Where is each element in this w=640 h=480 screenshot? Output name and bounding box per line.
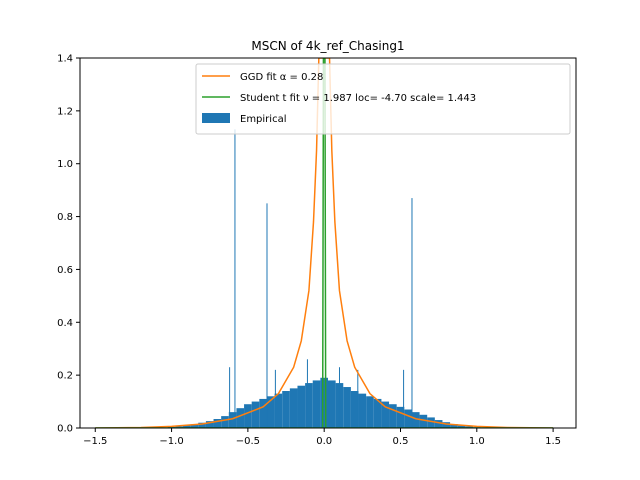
chart-title: MSCN of 4k_ref_Chasing1	[251, 39, 404, 53]
histogram-spike	[357, 369, 359, 428]
histogram-bar	[266, 396, 275, 428]
histogram-bar	[419, 414, 428, 428]
histogram-bar	[442, 422, 451, 428]
histogram-bar	[350, 391, 359, 428]
histogram-bar	[465, 426, 473, 428]
plot-area	[95, 58, 554, 428]
y-tick-label: 0.4	[57, 318, 73, 329]
y-tick-label: 1.4	[57, 54, 73, 65]
histogram-bar	[228, 412, 237, 428]
histogram-bar	[297, 385, 306, 428]
histogram-spike	[266, 203, 268, 428]
histogram-bar	[381, 401, 390, 428]
histogram-bars	[167, 129, 481, 428]
histogram-spike	[338, 367, 340, 428]
x-tick-label: −1.5	[83, 436, 107, 447]
y-axis: 0.0 0.2 0.4 0.6 0.8 1.0 1.2 1.4	[57, 54, 80, 435]
y-tick-label: 0.2	[57, 371, 73, 382]
histogram-bar	[221, 416, 229, 428]
histogram-spike	[234, 129, 236, 428]
histogram-bar	[274, 393, 283, 428]
y-tick-label: 0.0	[57, 424, 73, 435]
ggd-fit-line	[95, 58, 554, 428]
x-tick-label: −1.0	[159, 436, 183, 447]
x-axis: −1.5 −1.0 −0.5 0.0 0.5 1.0 1.5	[83, 428, 561, 447]
histogram-bar	[282, 391, 290, 428]
legend-label: GGD fit α = 0.28	[240, 72, 323, 83]
histogram-bar	[411, 412, 420, 428]
legend-patch-swatch	[202, 113, 230, 123]
x-tick-label: 0.0	[316, 436, 332, 447]
y-tick-label: 1.2	[57, 106, 73, 117]
x-tick-label: 1.0	[469, 436, 485, 447]
histogram-bar	[251, 401, 260, 428]
y-tick-label: 1.0	[57, 159, 73, 170]
histogram-bar	[373, 398, 382, 428]
fit-lines	[95, 58, 554, 428]
axes-frame	[79, 57, 577, 429]
histogram-bar	[236, 408, 245, 428]
histogram-spike	[274, 369, 276, 428]
histogram-spike	[306, 359, 308, 428]
y-tick-label: 0.8	[57, 212, 73, 223]
histogram-bar	[244, 404, 252, 428]
histogram-bar	[183, 425, 191, 428]
histogram-bar	[427, 417, 435, 428]
y-tick-label: 0.6	[57, 265, 73, 276]
histogram-bar	[434, 420, 443, 428]
histogram-bar	[289, 388, 298, 428]
legend: GGD fit α = 0.28 Student t fit ν = 1.987 …	[195, 63, 571, 135]
histogram-bar	[213, 419, 222, 428]
histogram-bar	[389, 404, 397, 428]
histogram-bar	[404, 409, 412, 428]
histogram-bar	[198, 422, 206, 428]
histogram-bar	[396, 406, 405, 428]
x-tick-label: 0.5	[393, 436, 409, 447]
histogram-bar	[305, 383, 313, 428]
histogram-bar	[328, 380, 336, 428]
histogram-bar	[457, 425, 466, 428]
histogram-bar	[320, 377, 328, 428]
histogram-bar	[343, 387, 351, 428]
histogram-bar	[312, 380, 321, 428]
x-tick-label: −0.5	[236, 436, 260, 447]
histogram-bar	[358, 393, 367, 428]
histogram-bar	[366, 396, 374, 428]
histogram-bar	[259, 398, 267, 428]
histogram-spike	[229, 367, 231, 428]
legend-box	[195, 63, 571, 135]
histogram-bar	[175, 426, 184, 428]
x-tick-label: 1.5	[545, 436, 561, 447]
histogram-spike	[403, 369, 405, 428]
legend-label: Student t fit ν = 1.987 loc= -4.70 scale…	[240, 93, 476, 104]
histogram-bar	[205, 421, 214, 428]
histogram-bar	[450, 424, 458, 428]
histogram-bar	[190, 424, 199, 428]
histogram-spike	[411, 198, 413, 428]
legend-label: Empirical	[240, 114, 286, 125]
